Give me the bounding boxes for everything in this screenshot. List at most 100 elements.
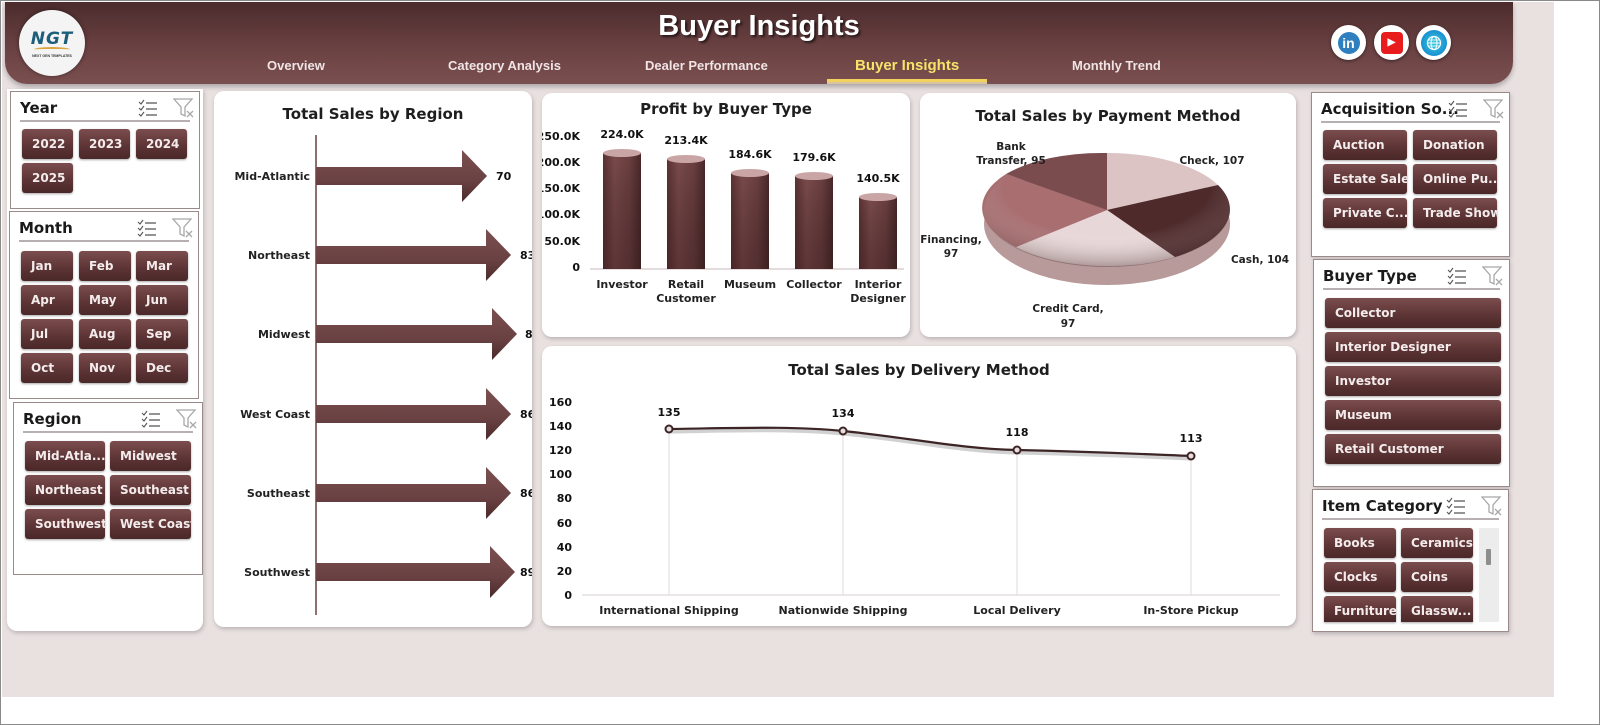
sales-by-payment-chart: Bank Transfer, 95 Check, 107 Financing, …	[920, 141, 1289, 330]
clear-filter-icon[interactable]	[176, 409, 198, 429]
svg-text:Check, 107: Check, 107	[1179, 155, 1244, 167]
year-2022-button[interactable]: 2022	[22, 129, 73, 159]
month-may-button[interactable]: May	[79, 285, 131, 315]
buyer-type-retail-customer-button[interactable]: Retail Customer	[1325, 434, 1501, 464]
slicer-header: Region	[23, 403, 197, 433]
acquisition-private-collection-button[interactable]: Private C...	[1323, 198, 1407, 228]
clear-filter-icon[interactable]	[1481, 496, 1503, 516]
month-apr-button[interactable]: Apr	[21, 285, 73, 315]
svg-text:213.4K: 213.4K	[664, 134, 708, 147]
tab-buyer-insights[interactable]: Buyer Insights	[826, 57, 988, 82]
svg-text:40: 40	[557, 541, 573, 554]
svg-text:Museum: Museum	[724, 278, 776, 291]
acquisition-donation-button[interactable]: Donation	[1413, 130, 1497, 160]
month-jul-button[interactable]: Jul	[21, 319, 73, 349]
clear-filter-icon[interactable]	[1483, 99, 1505, 119]
acquisition-trade-show-button[interactable]: Trade Show	[1413, 198, 1497, 228]
svg-text:Retail: Retail	[668, 278, 704, 291]
buyer-type-collector-button[interactable]: Collector	[1325, 298, 1501, 328]
multi-select-icon[interactable]	[1448, 100, 1468, 118]
linkedin-button[interactable]: in	[1331, 25, 1366, 60]
year-2024-button[interactable]: 2024	[136, 129, 187, 159]
item-category-ceramics-button[interactable]: Ceramics	[1401, 528, 1473, 558]
region-arrow-westcoast: West Coast 86	[240, 388, 532, 440]
svg-text:Bank: Bank	[996, 141, 1027, 153]
svg-text:100: 100	[549, 468, 572, 481]
tab-overview[interactable]: Overview	[267, 58, 325, 73]
item-category-glassware-button[interactable]: Glassw...	[1401, 596, 1473, 622]
multi-select-icon[interactable]	[138, 99, 158, 117]
region-mid-atlantic-button[interactable]: Mid-Atla...	[25, 441, 105, 471]
svg-text:83: 83	[520, 249, 532, 262]
tab-category-analysis[interactable]: Category Analysis	[448, 58, 561, 73]
header-banner: NGT NEXT GEN TEMPLATES Buyer Insights Ov…	[5, 2, 1513, 84]
year-slicer-title: Year	[20, 99, 58, 117]
sales-by-delivery-title: Total Sales by Delivery Method	[788, 361, 1050, 379]
month-feb-button[interactable]: Feb	[79, 251, 131, 281]
clear-filter-icon[interactable]	[172, 218, 194, 238]
svg-text:Southwest: Southwest	[244, 566, 310, 579]
svg-text:Financing,: Financing,	[920, 234, 982, 246]
clear-filter-icon[interactable]	[173, 98, 195, 118]
multi-select-icon[interactable]	[1447, 267, 1467, 285]
clear-filter-icon[interactable]	[1482, 266, 1504, 286]
svg-text:135: 135	[658, 406, 681, 419]
month-dec-button[interactable]: Dec	[136, 353, 188, 383]
region-midwest-button[interactable]: Midwest	[110, 441, 191, 471]
multi-select-icon[interactable]	[1446, 497, 1466, 515]
svg-text:80: 80	[557, 492, 573, 505]
ngt-logo: NGT NEXT GEN TEMPLATES	[19, 10, 85, 76]
item-category-books-button[interactable]: Books	[1324, 528, 1396, 558]
region-west-coast-button[interactable]: West Coast	[110, 509, 191, 539]
item-category-furniture-button[interactable]: Furniture	[1324, 596, 1396, 622]
sales-by-payment-card: Total Sales by Payment Method	[920, 93, 1296, 337]
acquisition-online-purchase-button[interactable]: Online Pu...	[1413, 164, 1497, 194]
multi-select-icon[interactable]	[137, 219, 157, 237]
svg-text:140.5K: 140.5K	[856, 172, 900, 185]
slicer-header: Year	[20, 92, 194, 122]
logo-subtext: NEXT GEN TEMPLATES	[32, 53, 72, 58]
youtube-button[interactable]: ▶	[1374, 25, 1409, 60]
buyer-type-museum-button[interactable]: Museum	[1325, 400, 1501, 430]
item-category-scrollbar[interactable]	[1479, 528, 1499, 622]
month-slicer: Month Jan Feb Mar Apr May Jun Jul Aug Se…	[9, 211, 199, 399]
year-2023-button[interactable]: 2023	[79, 129, 130, 159]
svg-text:Customer: Customer	[656, 292, 716, 305]
profit-by-buyer-title: Profit by Buyer Type	[640, 100, 812, 118]
svg-text:Credit Card,: Credit Card,	[1032, 303, 1103, 315]
region-arrow-southwest: Southwest 89	[244, 546, 532, 598]
slicer-header: Buyer Type	[1323, 260, 1503, 290]
tab-dealer-performance[interactable]: Dealer Performance	[645, 58, 768, 73]
region-northeast-button[interactable]: Northeast	[25, 475, 105, 505]
multi-select-icon[interactable]	[141, 410, 161, 428]
svg-text:Collector: Collector	[786, 278, 842, 291]
website-button[interactable]	[1416, 25, 1451, 60]
month-oct-button[interactable]: Oct	[21, 353, 73, 383]
svg-text:Mid-Atlantic: Mid-Atlantic	[234, 170, 310, 183]
month-jan-button[interactable]: Jan	[21, 251, 73, 281]
month-mar-button[interactable]: Mar	[136, 251, 188, 281]
item-category-clocks-button[interactable]: Clocks	[1324, 562, 1396, 592]
month-jun-button[interactable]: Jun	[136, 285, 188, 315]
item-category-coins-button[interactable]: Coins	[1401, 562, 1473, 592]
region-slicer: Region Mid-Atla... Midwest Northeast Sou…	[13, 402, 203, 575]
linkedin-icon: in	[1337, 31, 1360, 54]
scrollbar-thumb[interactable]	[1486, 549, 1491, 565]
bar-interior-designer: 140.5K	[856, 172, 900, 269]
svg-text:20: 20	[557, 565, 573, 578]
acquisition-estate-sale-button[interactable]: Estate Sale	[1323, 164, 1407, 194]
tab-monthly-trend[interactable]: Monthly Trend	[1072, 58, 1161, 73]
region-southeast-button[interactable]: Southeast	[110, 475, 191, 505]
line-markers	[664, 424, 1196, 461]
month-aug-button[interactable]: Aug	[79, 319, 131, 349]
buyer-type-interior-designer-button[interactable]: Interior Designer	[1325, 332, 1501, 362]
month-nov-button[interactable]: Nov	[79, 353, 131, 383]
svg-text:West Coast: West Coast	[240, 408, 310, 421]
month-sep-button[interactable]: Sep	[136, 319, 188, 349]
buyer-type-investor-button[interactable]: Investor	[1325, 366, 1501, 396]
acquisition-auction-button[interactable]: Auction	[1323, 130, 1407, 160]
region-southwest-button[interactable]: Southwest	[25, 509, 105, 539]
year-2025-button[interactable]: 2025	[22, 163, 73, 193]
svg-text:Transfer, 95: Transfer, 95	[976, 155, 1046, 167]
